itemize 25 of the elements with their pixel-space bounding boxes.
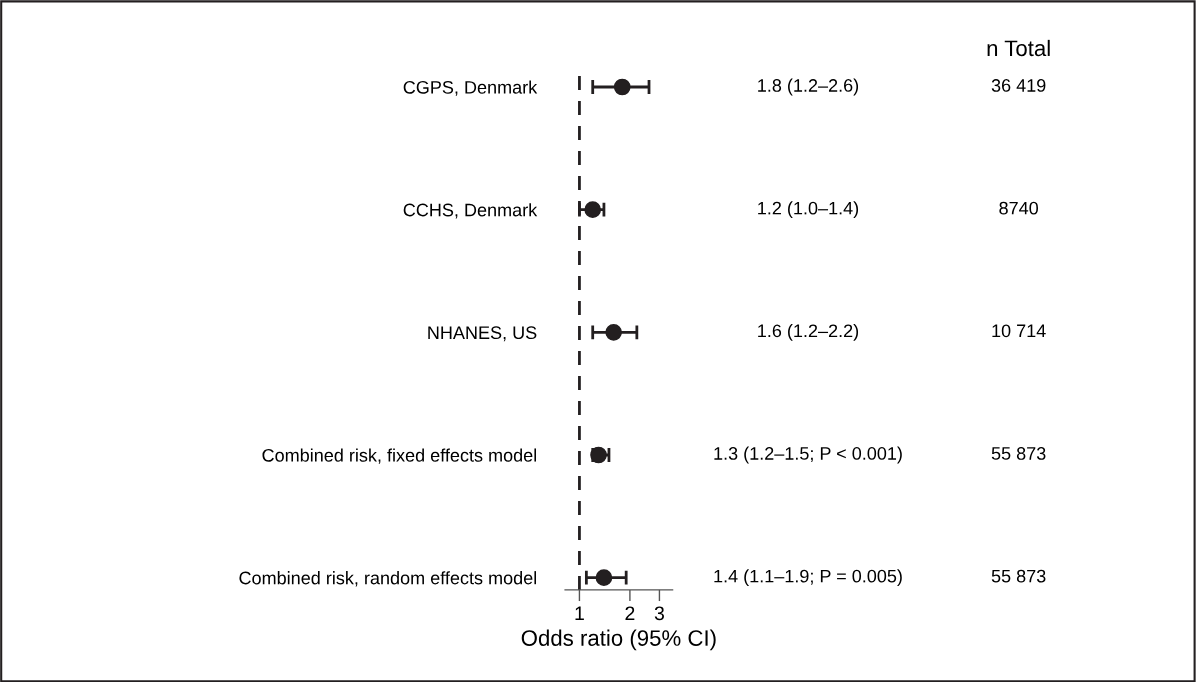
- text: n Total: [987, 39, 1050, 57]
- y-tick-label: Combined risk, fixed effects model: [262, 448, 537, 464]
- text: 1.3 (1.2–1.5; P < 0.001): [714, 446, 902, 464]
- text: 10 714: [992, 324, 1046, 338]
- text: 8740: [999, 201, 1039, 215]
- y-tick-label: CCHS, Denmark: [403, 203, 538, 219]
- y-tick-label: CGPS, Denmark: [403, 80, 538, 96]
- text: 36 419: [991, 79, 1046, 92]
- point: [584, 201, 602, 219]
- text: 1.6 (1.2–2.2): [758, 323, 859, 341]
- text: 1.4 (1.1–1.9; P = 0.005): [714, 569, 902, 587]
- x-tick-label: 3: [654, 606, 664, 621]
- text: 55 873: [991, 569, 1046, 583]
- y-tick-label: NHANES, US: [428, 326, 537, 342]
- text: 55 873: [991, 447, 1046, 460]
- point: [605, 324, 622, 341]
- x-tick-label: 1: [575, 606, 584, 620]
- point: [595, 569, 613, 586]
- x-axis-title: Odds ratio (95% CI): [521, 629, 716, 651]
- point: [590, 446, 607, 464]
- y-tick-label: Combined risk, random effects model: [239, 571, 537, 587]
- x-tick-label: 2: [625, 606, 635, 620]
- text: 1.2 (1.0–1.4): [758, 201, 859, 219]
- text: 1.8 (1.2–2.6): [758, 78, 859, 96]
- point: [613, 78, 631, 96]
